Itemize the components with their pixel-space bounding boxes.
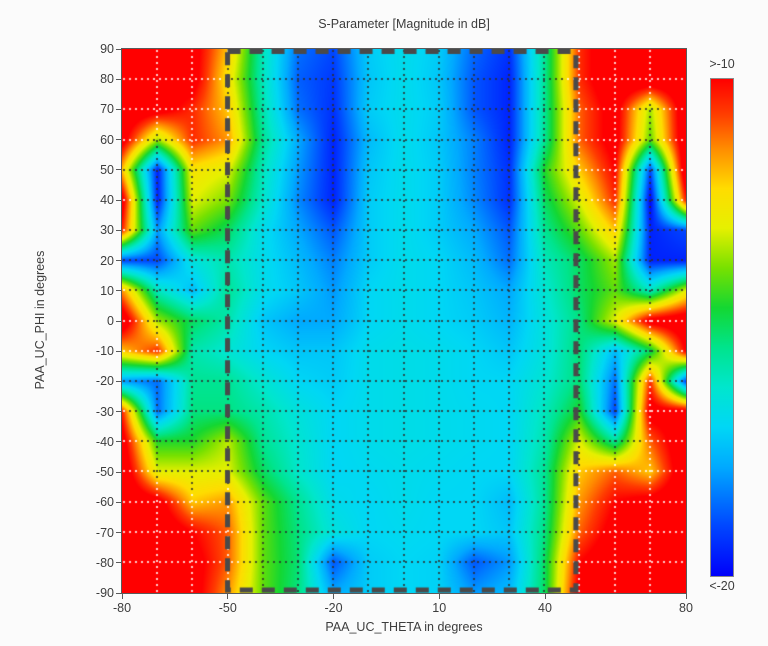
y-tick-mark <box>116 48 121 50</box>
y-tick-mark <box>116 592 121 594</box>
y-tick-label: 40 <box>100 193 114 208</box>
x-tick-label: -50 <box>218 601 237 615</box>
y-tick-mark <box>116 320 121 322</box>
y-tick-label: -10 <box>95 344 114 359</box>
y-tick-mark <box>116 501 121 503</box>
y-tick-label: -90 <box>95 586 114 600</box>
y-tick-mark <box>116 108 121 110</box>
x-tick-label: -20 <box>324 601 343 615</box>
y-tick-mark <box>116 380 121 382</box>
y-tick-mark <box>116 562 121 564</box>
x-tick-mark <box>333 594 334 599</box>
heatmap-plot-area[interactable] <box>121 48 687 594</box>
y-tick-label: 30 <box>100 223 114 238</box>
y-tick-label: 50 <box>100 162 114 177</box>
y-tick-mark <box>116 532 121 534</box>
chart-title: S-Parameter [Magnitude in dB] <box>318 17 490 31</box>
y-tick-mark <box>116 199 121 201</box>
y-tick-label: -50 <box>95 465 114 480</box>
y-tick-label: -40 <box>95 434 114 449</box>
x-tick-mark <box>227 594 229 599</box>
colorbar-gradient <box>710 78 734 577</box>
y-tick-mark <box>116 350 121 352</box>
x-tick-label: -80 <box>112 601 132 615</box>
y-tick-label: 90 <box>100 42 114 56</box>
x-tick-mark <box>438 594 440 599</box>
y-tick-mark <box>116 471 121 473</box>
y-tick-label: 10 <box>100 283 114 298</box>
y-tick-label: 0 <box>107 314 114 328</box>
y-tick-label: 80 <box>100 72 114 87</box>
x-tick-label: 40 <box>538 601 552 615</box>
x-tick-mark <box>685 594 687 599</box>
x-axis-title: PAA_UC_THETA in degrees <box>325 620 483 634</box>
x-tick-label: 80 <box>679 601 693 615</box>
y-tick-mark <box>116 78 121 80</box>
y-tick-label: -80 <box>95 555 114 570</box>
x-tick-label: 10 <box>432 601 447 615</box>
y-tick-label: -20 <box>95 374 114 389</box>
y-tick-label: -60 <box>95 495 114 510</box>
y-tick-mark <box>116 229 121 231</box>
y-tick-mark <box>116 139 121 141</box>
x-tick-mark <box>121 594 123 599</box>
y-tick-mark <box>116 441 121 443</box>
y-tick-label: -30 <box>95 404 114 419</box>
colorbar-max-label: >-10 <box>709 57 735 71</box>
x-tick-mark <box>544 594 546 599</box>
heatmap-canvas[interactable] <box>122 49 686 593</box>
y-axis-title: PAA_UC_PHI in degrees <box>33 250 47 390</box>
y-tick-label: 60 <box>100 132 114 147</box>
y-tick-mark <box>116 169 121 171</box>
y-tick-label: 20 <box>100 253 114 268</box>
y-tick-mark <box>116 260 121 262</box>
y-tick-mark <box>116 411 121 413</box>
y-tick-label: 70 <box>100 102 114 117</box>
y-tick-label: -70 <box>95 525 114 540</box>
colorbar-min-label: <-20 <box>709 579 735 593</box>
y-tick-mark <box>116 290 121 292</box>
